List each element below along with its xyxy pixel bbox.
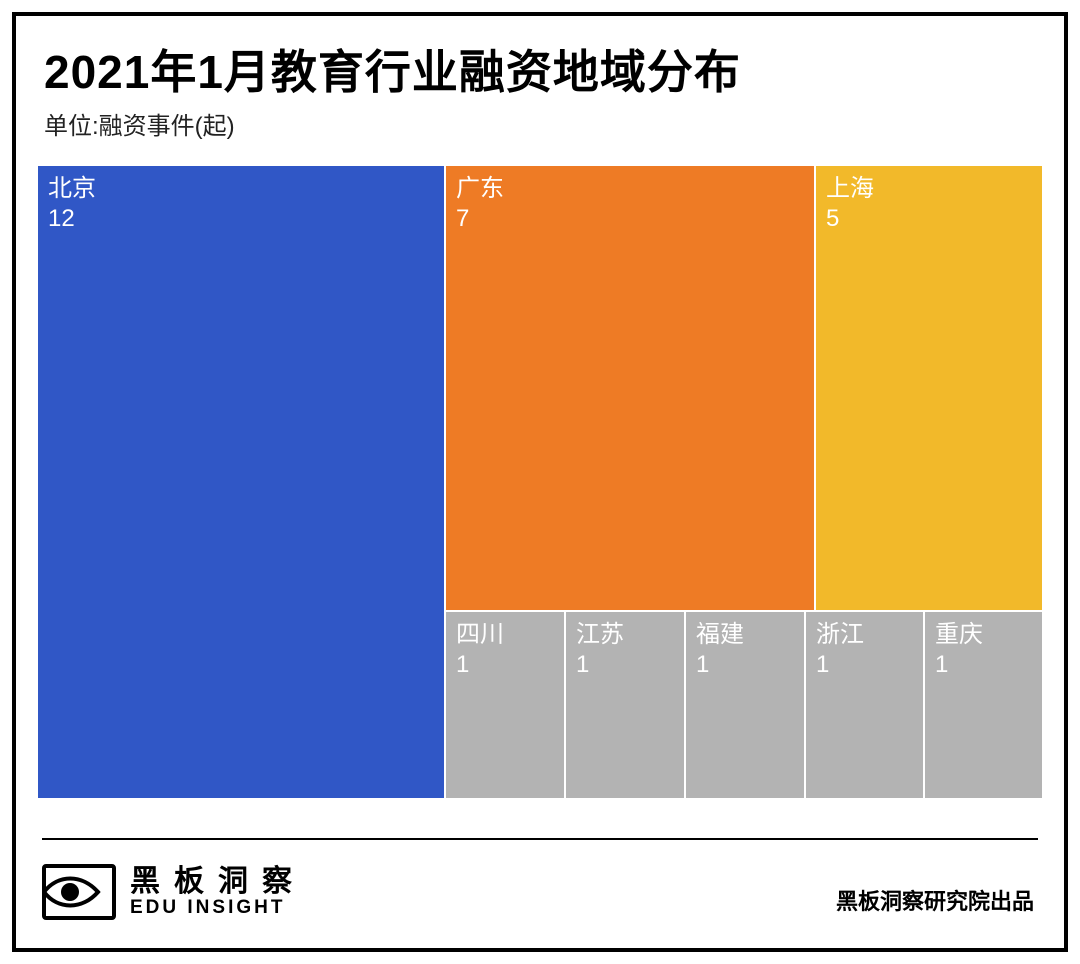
treemap-cell: 江苏 1 <box>566 612 684 798</box>
chart-subtitle: 单位:融资事件(起) <box>44 106 235 141</box>
treemap-cell-label: 江苏 1 <box>576 620 624 680</box>
treemap-cell-label: 福建 1 <box>696 620 744 680</box>
chart-title: 2021年1月教育行业融资地域分布 <box>44 36 741 102</box>
logo-text-cn: 黑板洞察 <box>130 866 306 898</box>
treemap-cell: 上海 5 <box>816 166 1042 610</box>
treemap-cell-label: 上海 5 <box>826 174 874 234</box>
treemap-chart: 北京 12 广东 7 上海 5 四川 1 江苏 1 福建 1 浙江 1 重庆 1 <box>38 166 1042 798</box>
treemap-cell: 浙江 1 <box>806 612 923 798</box>
logo-text-en: EDU INSIGHT <box>130 898 306 918</box>
footer: 黑板洞察 EDU INSIGHT 黑板洞察研究院出品 <box>0 860 1080 950</box>
treemap-cell: 北京 12 <box>38 166 444 798</box>
footer-credit: 黑板洞察研究院出品 <box>836 884 1034 916</box>
eye-logo-icon <box>42 864 116 920</box>
treemap-cell-label: 重庆 1 <box>935 620 983 680</box>
footer-divider <box>42 838 1038 840</box>
treemap-cell-label: 北京 12 <box>48 174 96 234</box>
treemap-cell-label: 广东 7 <box>456 174 504 234</box>
treemap-cell: 重庆 1 <box>925 612 1042 798</box>
treemap-cell: 福建 1 <box>686 612 804 798</box>
treemap-cell: 广东 7 <box>446 166 814 610</box>
treemap-cell-label: 浙江 1 <box>816 620 864 680</box>
brand-logo: 黑板洞察 EDU INSIGHT <box>42 864 306 920</box>
treemap-cell: 四川 1 <box>446 612 564 798</box>
treemap-cell-label: 四川 1 <box>456 620 504 680</box>
